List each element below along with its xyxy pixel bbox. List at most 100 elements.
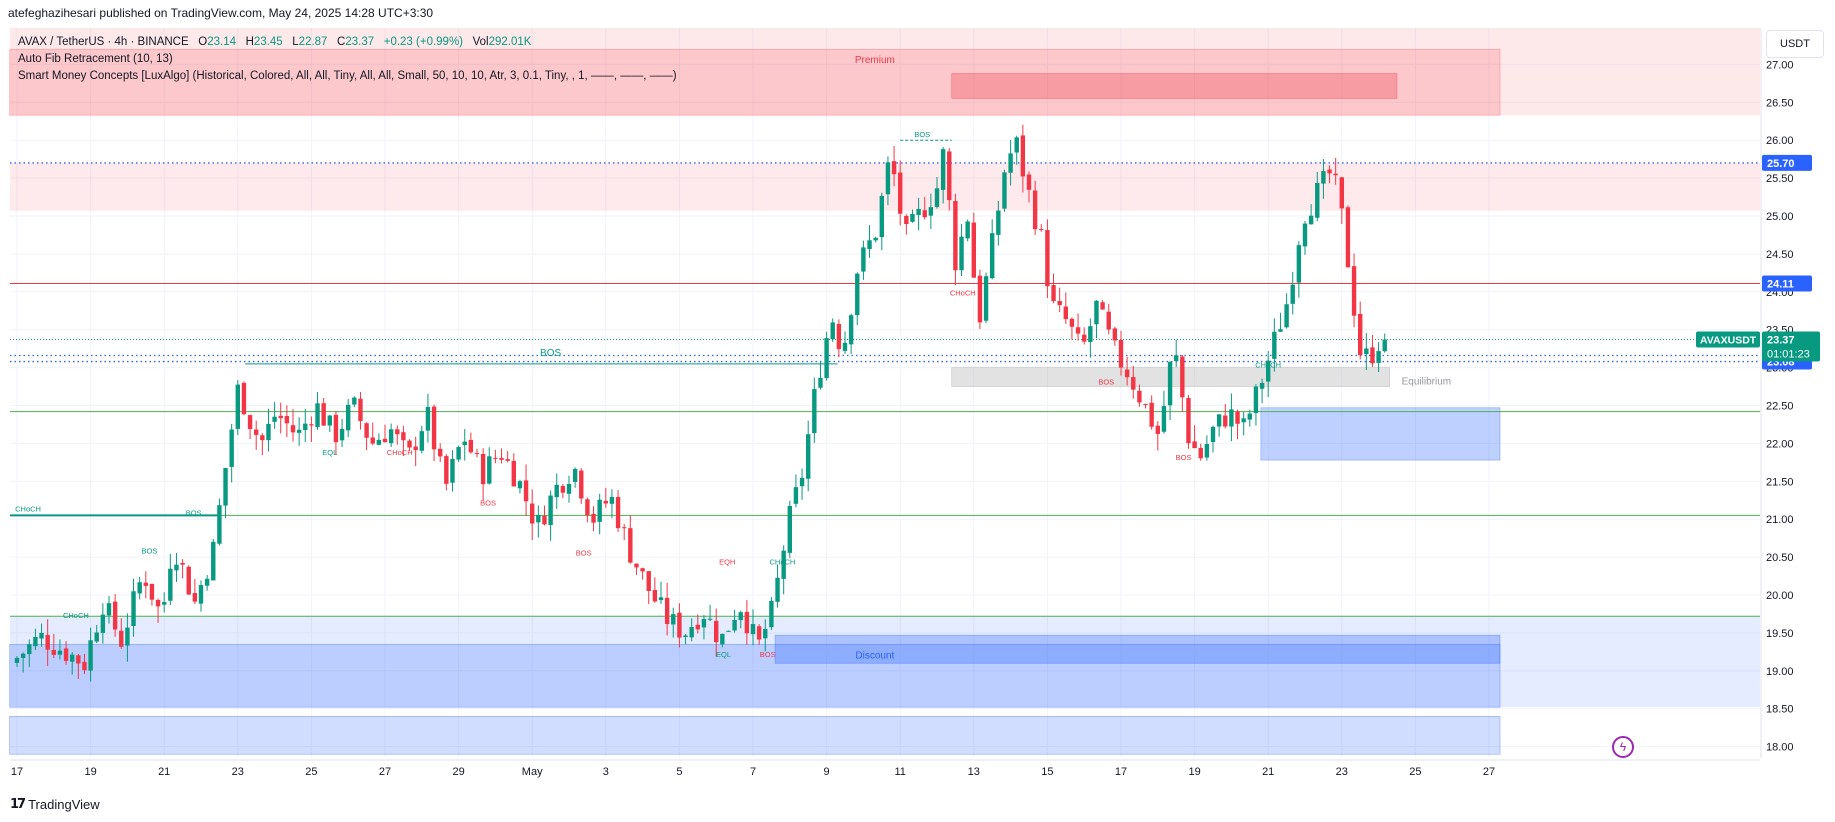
candle-body-105 [658, 597, 664, 601]
time-tick-4: 25 [305, 766, 317, 778]
candle-body-135 [842, 342, 848, 351]
tag-price-level-24-11-bg [1762, 275, 1812, 292]
candle-body-129 [806, 434, 811, 479]
candle-body-24 [162, 602, 167, 605]
candle-body-37 [241, 382, 247, 415]
structure-label-10: CHoCH [770, 558, 796, 567]
price-tick-13: 24.50 [1766, 249, 1794, 261]
candle-body-17 [119, 630, 124, 647]
candle-body-43 [278, 415, 283, 419]
time-tick-20: 27 [1483, 766, 1495, 778]
grid-layer [10, 28, 1760, 758]
candle-body-62 [395, 429, 400, 435]
candle-body-211 [1308, 215, 1314, 225]
candle-body-49 [315, 403, 320, 428]
candle-body-113 [707, 618, 713, 620]
time-tick-3: 23 [232, 766, 244, 778]
candle-body-39 [254, 429, 259, 435]
flash-icon[interactable]: ϟ [1612, 736, 1634, 758]
candle-body-66 [419, 431, 424, 451]
candle-body-216 [1339, 177, 1344, 209]
candle-body-19 [131, 591, 136, 627]
time-tick-1: 19 [84, 766, 96, 778]
demand-block-1 [774, 634, 1501, 664]
close-value: 23.37 [345, 36, 375, 48]
time-tick-6: 29 [452, 766, 464, 778]
candle-body-165 [1026, 174, 1032, 190]
time-tick-12: 11 [894, 766, 905, 778]
currency-button[interactable]: USDT [1766, 30, 1824, 58]
candle-body-188 [1167, 362, 1173, 406]
time-tick-16: 19 [1188, 766, 1200, 778]
candle-body-33 [217, 505, 222, 544]
candle-body-114 [714, 620, 719, 643]
candle-body-65 [413, 446, 418, 451]
indicator-smc[interactable]: Smart Money Concepts [LuxAlgo] (Historic… [18, 70, 677, 82]
symbol-title[interactable]: AVAX / TetherUS · 4h · BINANCE [18, 36, 189, 48]
time-tick-2: 21 [158, 766, 170, 778]
candle-body-91 [572, 468, 578, 482]
candle-body-209 [1296, 245, 1302, 283]
candle-body-95 [597, 499, 602, 522]
candle-body-157 [977, 275, 983, 323]
candle-body-219 [1358, 313, 1363, 356]
discount-zone-label: Discount [855, 650, 894, 661]
candle-body-112 [701, 619, 707, 628]
candle-body-167 [1039, 228, 1044, 230]
plot-area[interactable] [10, 28, 1760, 758]
time-tick-7: May [522, 766, 543, 778]
candle-body-212 [1315, 183, 1320, 218]
tag-price-level-25-70: 25.70 [1767, 158, 1795, 170]
structure-label-5: EQL [322, 448, 337, 457]
candle-body-8 [63, 648, 69, 661]
candle-body-76 [480, 453, 486, 485]
candle-body-36 [235, 384, 240, 429]
tv-logo-mark: 17 [10, 797, 26, 812]
price-tick-5: 20.50 [1766, 552, 1794, 564]
candle-body-61 [388, 429, 394, 444]
candle-body-217 [1345, 207, 1351, 268]
candle-body-132 [824, 338, 829, 379]
candle-body-48 [309, 424, 314, 426]
candle-body-47 [303, 423, 308, 431]
demand-block-3 [9, 716, 1501, 755]
candle-body-60 [382, 438, 388, 443]
ohlc-row[interactable]: AVAX / TetherUS · 4h · BINANCE O23.14 H2… [18, 34, 677, 51]
candle-body-151 [940, 149, 946, 190]
structure-label-7: BOS [480, 499, 496, 508]
current-price-value: 23.37 [1767, 335, 1795, 347]
candle-body-70 [444, 456, 449, 484]
tradingview-logo[interactable]: 17 TradingView [10, 797, 100, 812]
candle-body-56 [358, 398, 363, 422]
candle-body-191 [1186, 398, 1191, 444]
structure-label-13: BOS [914, 130, 930, 139]
candle-body-190 [1180, 356, 1185, 398]
publisher-header: atefeghazihesari published on TradingVie… [8, 6, 434, 20]
candle-body-130 [812, 389, 817, 434]
candle-body-26 [174, 564, 179, 571]
symbol-tag-bg [1696, 331, 1760, 348]
tag-price-level-24-11: 24.11 [1767, 278, 1794, 290]
price-tick-15: 25.50 [1766, 173, 1794, 185]
price-tick-7: 21.50 [1766, 476, 1794, 488]
candle-body-215 [1333, 173, 1338, 176]
price-axis[interactable]: 18.00 18.50 19.00 19.50 20.00 20.50 21.00 21.50… [1766, 59, 1794, 753]
indicator-fib[interactable]: Auto Fib Retracement (10, 13) [18, 53, 173, 65]
candle-body-168 [1045, 230, 1050, 287]
candle-body-207 [1284, 304, 1289, 328]
high-value: 23.45 [253, 36, 283, 48]
close-label: C [337, 36, 346, 48]
candle-body-142 [885, 162, 891, 195]
candle-body-21 [143, 582, 148, 586]
candle-body-88 [554, 484, 559, 498]
candle-body-13 [94, 632, 99, 642]
candle-body-94 [591, 513, 596, 523]
candle-body-116 [726, 630, 731, 632]
time-axis[interactable]: 17 19 21 23 25 27 29 May 3 5 7 9 11 13 15 17 19 21 23 25 27 [11, 766, 1495, 778]
candle-body-69 [438, 448, 443, 457]
structure-label-16: BOS [1176, 453, 1192, 462]
candle-body-131 [818, 377, 823, 388]
candle-body-213 [1321, 171, 1326, 184]
candle-body-85 [536, 515, 541, 523]
